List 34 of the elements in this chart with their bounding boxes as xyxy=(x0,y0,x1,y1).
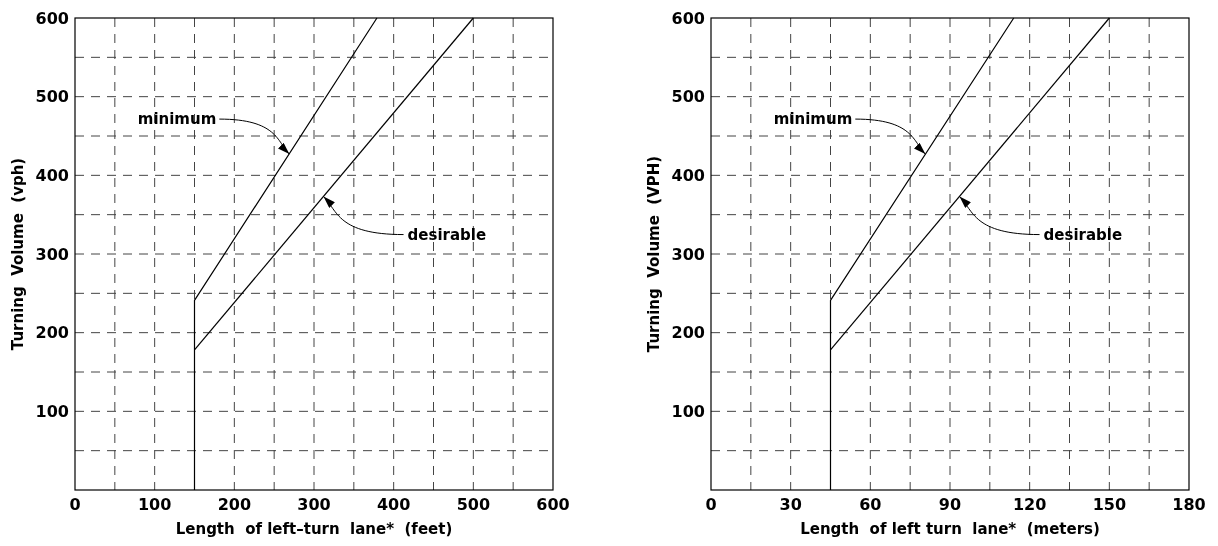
annotation: minimum xyxy=(773,110,853,129)
x-axis-title: Length of left turn lane* (meters) xyxy=(800,520,1100,538)
x-tick-label: 120 xyxy=(1012,495,1047,514)
y-axis-title: Turning Volume (VPH) xyxy=(645,155,663,353)
y-tick-label: 300 xyxy=(671,244,705,264)
x-axis-title: Length of left–turn lane* (feet) xyxy=(175,520,453,538)
annotation: desirable xyxy=(1043,225,1123,244)
x-tick-label: 180 xyxy=(1172,495,1206,514)
y-axis-title: Turning Volume (vph) xyxy=(9,157,27,351)
y-tick-label: 600 xyxy=(671,8,705,28)
annotation: minimum xyxy=(137,110,217,129)
x-tick-label: 60 xyxy=(859,495,882,514)
y-tick-label: 200 xyxy=(671,323,705,343)
y-tick-label: 500 xyxy=(671,87,705,107)
x-tick-label: 0 xyxy=(69,495,81,514)
y-tick-label: 400 xyxy=(35,165,69,185)
y-tick-label: 600 xyxy=(35,8,69,28)
x-tick-label: 100 xyxy=(137,495,172,514)
x-tick-label: 400 xyxy=(376,495,411,514)
y-tick-label: 100 xyxy=(671,401,705,421)
x-tick-label: 30 xyxy=(779,495,802,514)
x-tick-label: 0 xyxy=(705,495,717,514)
x-tick-label: 300 xyxy=(297,495,331,514)
y-tick-label: 100 xyxy=(35,401,69,421)
y-tick-label: 500 xyxy=(35,87,69,107)
y-tick-label: 200 xyxy=(35,323,69,343)
x-tick-label: 600 xyxy=(536,495,570,514)
annotation: desirable xyxy=(407,225,487,244)
x-tick-label: 150 xyxy=(1092,495,1127,514)
x-tick-label: 200 xyxy=(217,495,252,514)
x-tick-label: 90 xyxy=(938,495,962,514)
y-tick-label: 300 xyxy=(35,244,69,264)
y-tick-label: 400 xyxy=(671,165,705,185)
x-tick-label: 500 xyxy=(456,495,491,514)
